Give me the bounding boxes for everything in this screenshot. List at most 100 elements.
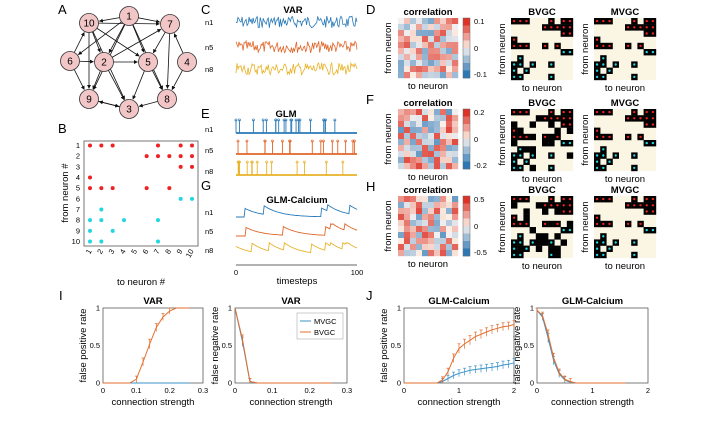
correlation-cell — [416, 42, 423, 49]
correlation-cell — [398, 60, 405, 67]
correlation-cell — [434, 208, 441, 215]
adjacency-dot-inhibitory — [88, 228, 92, 233]
gc-true-excitatory — [519, 197, 522, 201]
correlation-cell — [428, 214, 435, 221]
correlation-cell — [404, 238, 411, 245]
colorbar-segment — [463, 241, 470, 249]
gc-true-inhibitory — [651, 141, 655, 145]
var-trace-title: VAR — [283, 5, 302, 16]
network-node-label: 10 — [83, 19, 95, 30]
correlation-cell — [428, 121, 435, 128]
gc-true-inhibitory — [595, 69, 599, 72]
correlation-cell — [446, 60, 453, 67]
adjacency-dot-excitatory — [190, 164, 194, 169]
glm-spike-head — [282, 118, 286, 122]
gc-true-inhibitory — [519, 253, 522, 257]
correlation-cell — [446, 244, 453, 251]
colorbar-segment — [463, 116, 470, 125]
correlation-cell — [404, 30, 411, 37]
correlation-cell — [440, 214, 447, 221]
correlation-cell — [416, 60, 423, 67]
correlation-cell — [440, 139, 447, 146]
correlation-cell — [452, 127, 459, 134]
bvgc-title: BVGC — [528, 98, 556, 109]
adjacency-dot-inhibitory — [122, 218, 126, 223]
gc-true-inhibitory — [645, 141, 648, 145]
chart-xtick: 0.2 — [304, 386, 314, 395]
correlation-cell — [446, 208, 453, 215]
correlation-cell — [416, 145, 423, 152]
correlation-cell — [446, 72, 453, 79]
correlation-cell — [410, 127, 417, 134]
correlation-cell — [416, 109, 423, 116]
gc-true-excitatory — [651, 117, 655, 120]
correlation-cell — [440, 72, 447, 79]
correlation-cell — [446, 163, 453, 170]
correlation-cell — [422, 139, 429, 146]
correlation-cell — [440, 238, 447, 245]
correlation-cell — [422, 208, 429, 215]
correlation-cell — [428, 226, 435, 233]
gc-matrix-cell — [535, 202, 543, 209]
gc-true-inhibitory — [614, 154, 617, 157]
glm-spike-head — [238, 160, 241, 164]
correlation-cell — [410, 48, 417, 55]
correlation-cell — [428, 151, 435, 158]
gc-true-excitatory — [633, 19, 636, 23]
correlation-cell — [404, 48, 411, 55]
correlation-cell — [398, 48, 405, 55]
glm-spike-head — [245, 139, 249, 143]
adjacency-xtick: 10 — [184, 248, 196, 260]
network-graph: 1 2 3 4 5 6 7 8 9 10 — [60, 6, 197, 119]
series-line-bvgc — [404, 324, 515, 384]
correlation-cell — [398, 250, 405, 257]
gc-true-inhibitory — [512, 69, 516, 72]
correlation-cell — [428, 48, 435, 55]
correlation-cell — [434, 139, 441, 146]
correlation-cell — [452, 139, 459, 146]
glm-trace-title: GLM — [275, 109, 296, 120]
gc-true-excitatory — [512, 216, 516, 219]
correlation-cell — [404, 115, 411, 122]
gc-true-excitatory — [562, 32, 565, 35]
correlation-cell — [416, 202, 423, 209]
gc-true-excitatory — [639, 222, 642, 226]
gc-true-excitatory — [568, 197, 572, 201]
matrix-panels: correlation from neuron to neuron 0.1 0 -0.1 B… — [383, 7, 657, 272]
panel-label-c: C — [201, 2, 210, 17]
gc-true-excitatory — [651, 123, 655, 126]
chart-xtick: 0 — [535, 386, 539, 395]
network-edge — [96, 27, 140, 57]
correlation-cell — [398, 30, 405, 37]
gc-true-excitatory — [568, 19, 572, 23]
gc-xlabel: to neuron — [605, 261, 645, 272]
mvgc-title: MVGC — [611, 7, 640, 18]
correlation-cell — [434, 121, 441, 128]
correlation-cell — [434, 214, 441, 221]
correlation-cell — [404, 214, 411, 221]
gc-true-excitatory — [562, 19, 565, 23]
adjacency-dot-excitatory — [178, 143, 183, 148]
correlation-cell — [404, 151, 411, 158]
var-trace-line — [235, 15, 358, 29]
correlation-cell — [452, 202, 459, 209]
colorbar-tick: 0 — [474, 222, 478, 231]
chart-xtick: 0.1 — [131, 386, 141, 395]
correlation-title: correlation — [403, 7, 452, 18]
glm-spike-head — [341, 160, 345, 164]
correlation-cell — [440, 60, 447, 67]
correlation-cell — [428, 30, 435, 37]
gc-matrix-cell — [511, 121, 518, 128]
correlation-cell — [416, 66, 423, 73]
network-edge — [92, 70, 101, 90]
network-edge — [112, 28, 162, 58]
gc-true-excitatory — [645, 110, 648, 114]
adjacency-ytick: 9 — [76, 226, 80, 235]
gc-true-excitatory — [556, 44, 559, 48]
adjacency-ytick: 8 — [76, 216, 80, 225]
correlation-cell — [422, 109, 429, 116]
chart-title: GLM-Calcium — [562, 296, 623, 307]
gc-true-excitatory — [595, 44, 599, 48]
gc-true-inhibitory — [519, 75, 522, 79]
gc-matrix-cell — [542, 239, 549, 246]
